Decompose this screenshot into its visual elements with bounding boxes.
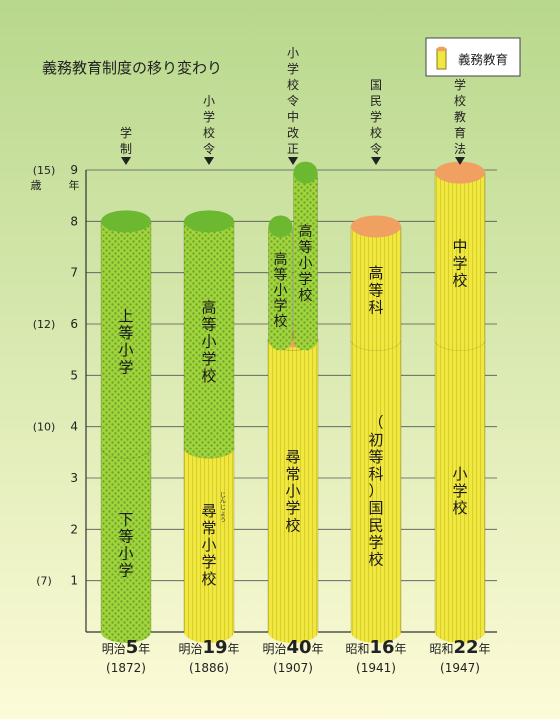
bar-label: 高等小学校 xyxy=(274,251,288,330)
age-tick-label: (15) xyxy=(33,164,56,177)
bar-segment xyxy=(268,339,318,632)
age-tick-label: (10) xyxy=(33,421,56,434)
y-tick-label: 2 xyxy=(70,522,78,536)
bar-label: （初等科）国民学校 xyxy=(368,414,383,569)
bar-segment-bottom xyxy=(351,339,401,351)
bar-branch-top xyxy=(293,161,318,184)
bar-segment-bottom xyxy=(435,632,485,643)
bar-segment-bottom xyxy=(101,447,151,459)
bar-label: 下等小学 xyxy=(118,510,133,579)
x-tick-label: 昭和16年 xyxy=(345,637,406,658)
y-tick-label: 1 xyxy=(70,574,78,588)
bar-branch-top xyxy=(268,215,293,238)
bar-segment-top xyxy=(101,210,151,233)
legend-box xyxy=(425,37,521,77)
bar-label: 尋常小学校 xyxy=(285,448,300,534)
bar-segment xyxy=(435,172,485,340)
bar-branch-bottom xyxy=(293,339,318,351)
x-tick-label: 明治5年 xyxy=(102,637,151,658)
bar-segment-bottom xyxy=(184,447,234,459)
age-unit-label: 歳 xyxy=(31,179,42,192)
bar-segment xyxy=(351,339,401,632)
law-label: 小学校令中改正 xyxy=(287,46,299,156)
law-arrow xyxy=(204,157,214,165)
x-axis-labels: 明治5年 (1872) 明治19年 (1886) 明治40年 (1907) 昭和16年 (19… xyxy=(102,637,491,675)
chart-title: 義務教育制度の移り変わり xyxy=(42,59,222,77)
bar-label: 尋常小学校 xyxy=(201,502,216,588)
age-tick-label: (7) xyxy=(36,575,52,588)
bar-segment-top xyxy=(351,215,401,238)
y-tick-label: 6 xyxy=(70,317,78,331)
bar-segment-top xyxy=(435,161,485,184)
x-tick-label: 昭和22年 xyxy=(429,637,490,658)
bars: 下等小学上等小学尋常小学校高等小学校じんじょう尋常小学校高等小学校高等小学校（初… xyxy=(100,161,486,643)
y-tick-label: 9 xyxy=(70,163,78,177)
bar-label: 上等小学 xyxy=(118,307,133,376)
legend-swatch xyxy=(436,48,447,70)
bar-label: 中学校 xyxy=(452,237,467,289)
bar-ruby: じんじょう xyxy=(220,492,226,524)
legend-label: 義務教育 xyxy=(458,52,508,67)
bar-segment xyxy=(101,447,151,632)
y-tick-label: 3 xyxy=(70,471,78,485)
bar-label: 高等科 xyxy=(368,264,383,316)
age-tick-label: (12) xyxy=(33,318,56,331)
y-tick-label: 5 xyxy=(70,368,78,382)
bar-label: 小学校 xyxy=(452,465,467,517)
bar-segment-bottom xyxy=(101,632,151,643)
law-arrow xyxy=(288,157,298,165)
bar-branch-bottom xyxy=(268,339,293,351)
bar-segment-bottom xyxy=(184,632,234,643)
bar-segment xyxy=(351,226,401,340)
bar-label: 高等小学校 xyxy=(201,298,216,384)
legend: 義務教育 xyxy=(425,37,521,77)
bar-segment-bottom xyxy=(351,632,401,643)
year-unit-label: 年 xyxy=(69,178,80,192)
law-labels: 学制 小学校令 小学校令中改正 国民学校令 学校教育法 xyxy=(120,46,466,165)
law-arrow xyxy=(121,157,131,165)
law-label: 学制 xyxy=(120,125,132,156)
bar-label: 高等小学校 xyxy=(299,223,313,304)
y-tick-label: 8 xyxy=(70,214,78,228)
bar-branch xyxy=(293,172,318,340)
y-tick-label: 4 xyxy=(70,420,78,434)
bar-segment-top xyxy=(184,210,234,233)
x-year-label: (1872) xyxy=(106,661,146,675)
law-arrow xyxy=(371,157,381,165)
bar-segment xyxy=(101,221,151,448)
law-arrow xyxy=(455,157,465,165)
x-tick-label: 明治19年 xyxy=(178,637,239,658)
law-label: 国民学校令 xyxy=(370,78,382,156)
x-year-label: (1907) xyxy=(273,661,313,675)
x-year-label: (1941) xyxy=(356,661,396,675)
bar-segment xyxy=(435,339,485,632)
bar-segment xyxy=(184,447,234,632)
x-tick-label: 明治40年 xyxy=(262,637,323,658)
y-tick-label: 7 xyxy=(70,266,78,280)
legend-swatch-top xyxy=(437,46,446,52)
bar-segment xyxy=(184,221,234,448)
x-year-label: (1947) xyxy=(440,661,480,675)
law-label: 小学校令 xyxy=(203,94,215,156)
bar-segment-bottom xyxy=(268,632,318,643)
bar-branch xyxy=(268,226,293,340)
x-year-label: (1886) xyxy=(189,661,229,675)
law-label: 学校教育法 xyxy=(454,77,466,156)
bar-segment-bottom xyxy=(435,339,485,351)
